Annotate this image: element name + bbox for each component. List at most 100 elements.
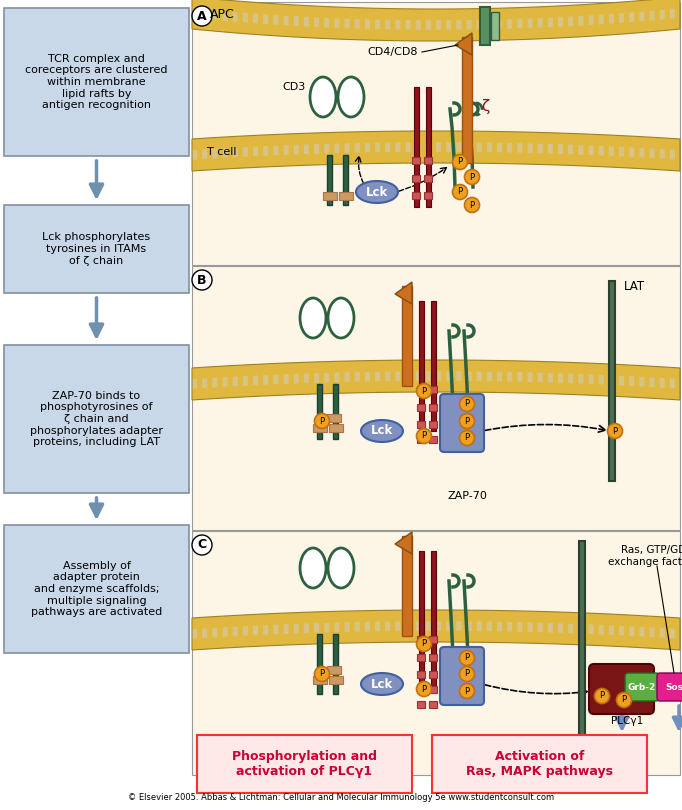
Polygon shape: [294, 16, 299, 26]
Text: Lck phosphorylates
tyrosines in ITAMs
of ζ chain: Lck phosphorylates tyrosines in ITAMs of…: [42, 232, 151, 266]
FancyBboxPatch shape: [589, 664, 654, 714]
Polygon shape: [446, 143, 451, 151]
Polygon shape: [670, 378, 675, 389]
Text: P: P: [464, 687, 470, 696]
Polygon shape: [446, 20, 451, 30]
Text: Ras, GTP/GDP
exchange factor(s): Ras, GTP/GDP exchange factor(s): [608, 545, 682, 567]
Polygon shape: [263, 15, 268, 24]
Polygon shape: [192, 629, 197, 639]
Polygon shape: [396, 371, 400, 381]
Polygon shape: [436, 621, 441, 631]
Bar: [419, 551, 424, 686]
Polygon shape: [406, 621, 411, 631]
Bar: [432, 735, 647, 793]
Bar: [417, 636, 425, 643]
Polygon shape: [639, 11, 644, 22]
Polygon shape: [629, 12, 634, 23]
Text: Lck: Lck: [366, 185, 388, 198]
Polygon shape: [619, 376, 624, 386]
FancyBboxPatch shape: [657, 673, 682, 701]
Bar: [192, 531, 680, 775]
Polygon shape: [548, 144, 553, 154]
Circle shape: [452, 185, 467, 199]
Text: Activation of
Ras, MAPK pathways: Activation of Ras, MAPK pathways: [466, 750, 613, 778]
Polygon shape: [415, 143, 421, 151]
Bar: [339, 192, 353, 200]
Polygon shape: [578, 16, 583, 26]
Polygon shape: [456, 20, 462, 30]
Polygon shape: [507, 143, 512, 152]
Polygon shape: [558, 623, 563, 633]
FancyBboxPatch shape: [625, 673, 659, 701]
Circle shape: [314, 667, 329, 681]
Polygon shape: [396, 143, 400, 152]
Polygon shape: [415, 371, 421, 381]
Text: P: P: [464, 399, 470, 408]
Polygon shape: [629, 376, 634, 386]
Polygon shape: [365, 143, 370, 152]
Polygon shape: [192, 360, 680, 400]
Polygon shape: [518, 19, 522, 28]
Circle shape: [417, 637, 432, 651]
Text: ζ: ζ: [481, 100, 489, 114]
Polygon shape: [670, 150, 675, 160]
Bar: [462, 37, 472, 163]
Polygon shape: [456, 371, 462, 381]
Polygon shape: [284, 625, 288, 634]
Bar: [417, 671, 425, 678]
Polygon shape: [649, 377, 655, 387]
Polygon shape: [396, 621, 400, 631]
Bar: [429, 654, 437, 661]
Bar: [426, 87, 430, 207]
Polygon shape: [578, 624, 583, 633]
Polygon shape: [314, 373, 319, 383]
Bar: [419, 301, 424, 431]
Polygon shape: [243, 626, 248, 636]
Polygon shape: [233, 12, 238, 22]
Text: Sos: Sos: [665, 684, 682, 693]
Polygon shape: [477, 19, 481, 29]
Polygon shape: [263, 625, 268, 635]
Polygon shape: [202, 149, 207, 159]
Polygon shape: [415, 20, 421, 30]
Circle shape: [608, 424, 623, 438]
FancyBboxPatch shape: [440, 647, 484, 705]
Polygon shape: [477, 372, 481, 381]
Polygon shape: [355, 372, 359, 382]
Text: P: P: [319, 416, 325, 425]
Text: P: P: [599, 692, 604, 701]
Polygon shape: [487, 19, 492, 29]
Bar: [429, 636, 437, 643]
Polygon shape: [619, 625, 624, 636]
Polygon shape: [192, 8, 197, 19]
Polygon shape: [314, 144, 319, 154]
Polygon shape: [385, 143, 390, 152]
Polygon shape: [518, 372, 522, 382]
Bar: [424, 175, 432, 182]
Polygon shape: [375, 19, 380, 29]
Text: © Elsevier 2005. Abbas & Lichtman: Cellular and Molecular Immunology 5e www.stud: © Elsevier 2005. Abbas & Lichtman: Cellu…: [128, 794, 554, 803]
Polygon shape: [649, 148, 655, 158]
Polygon shape: [192, 0, 680, 41]
Polygon shape: [294, 145, 299, 155]
Text: P: P: [421, 432, 426, 441]
Polygon shape: [497, 622, 502, 631]
Polygon shape: [284, 145, 288, 155]
Polygon shape: [415, 621, 421, 631]
Polygon shape: [365, 372, 370, 382]
Polygon shape: [375, 143, 380, 152]
Polygon shape: [406, 371, 411, 381]
Bar: [429, 671, 437, 678]
Polygon shape: [599, 625, 604, 634]
Text: Lck: Lck: [371, 677, 393, 690]
Polygon shape: [212, 10, 218, 20]
Polygon shape: [212, 148, 218, 159]
Polygon shape: [548, 18, 553, 28]
Polygon shape: [456, 621, 462, 631]
Circle shape: [617, 693, 632, 707]
Bar: [424, 192, 432, 199]
Circle shape: [460, 413, 475, 428]
Polygon shape: [202, 9, 207, 19]
Text: T cell: T cell: [207, 147, 237, 157]
Polygon shape: [253, 625, 258, 635]
